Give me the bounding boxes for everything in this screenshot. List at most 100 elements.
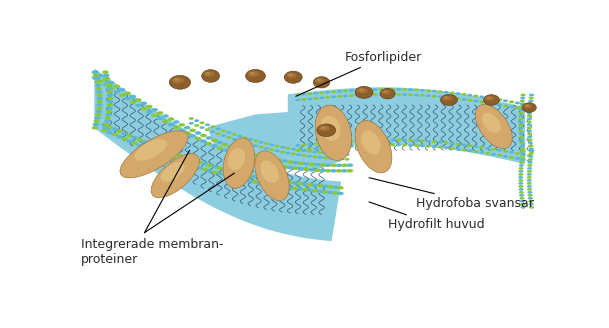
Circle shape xyxy=(426,94,431,97)
Circle shape xyxy=(509,156,514,159)
Circle shape xyxy=(529,206,534,209)
Circle shape xyxy=(449,142,455,145)
Circle shape xyxy=(221,134,226,137)
Circle shape xyxy=(456,92,460,95)
Circle shape xyxy=(518,170,524,173)
Circle shape xyxy=(298,167,304,171)
Circle shape xyxy=(106,125,113,129)
Circle shape xyxy=(281,165,288,168)
Circle shape xyxy=(408,139,414,142)
Circle shape xyxy=(449,92,455,94)
Circle shape xyxy=(414,144,419,147)
Circle shape xyxy=(527,106,533,108)
Circle shape xyxy=(121,137,128,141)
Text: Fosforlipider: Fosforlipider xyxy=(296,51,423,96)
Circle shape xyxy=(467,144,473,147)
Circle shape xyxy=(116,130,123,133)
Circle shape xyxy=(509,106,514,108)
Circle shape xyxy=(167,123,174,126)
Circle shape xyxy=(157,146,163,150)
Ellipse shape xyxy=(161,162,185,182)
Circle shape xyxy=(242,173,248,176)
Circle shape xyxy=(162,114,169,118)
Circle shape xyxy=(307,148,312,151)
Circle shape xyxy=(515,101,520,104)
Circle shape xyxy=(527,167,532,170)
Circle shape xyxy=(349,89,354,92)
Circle shape xyxy=(307,150,312,153)
Circle shape xyxy=(396,144,401,146)
Circle shape xyxy=(186,157,193,161)
Ellipse shape xyxy=(172,77,184,83)
Circle shape xyxy=(301,149,306,151)
Circle shape xyxy=(341,164,348,167)
Circle shape xyxy=(302,182,309,186)
Circle shape xyxy=(518,133,524,135)
Circle shape xyxy=(92,71,98,74)
Circle shape xyxy=(420,89,425,92)
Circle shape xyxy=(255,159,261,162)
Circle shape xyxy=(270,163,277,166)
Circle shape xyxy=(105,84,112,87)
Circle shape xyxy=(233,153,239,156)
Circle shape xyxy=(135,98,142,102)
Circle shape xyxy=(287,186,294,190)
Circle shape xyxy=(93,123,99,126)
Circle shape xyxy=(186,163,193,166)
Circle shape xyxy=(322,190,329,194)
Circle shape xyxy=(527,159,532,162)
Circle shape xyxy=(520,147,526,150)
Circle shape xyxy=(367,93,371,96)
Circle shape xyxy=(330,169,337,173)
Circle shape xyxy=(211,171,218,174)
Circle shape xyxy=(266,162,272,165)
Circle shape xyxy=(462,149,466,151)
Circle shape xyxy=(325,91,330,94)
Circle shape xyxy=(194,119,199,122)
Circle shape xyxy=(518,179,523,182)
Circle shape xyxy=(247,179,253,183)
Circle shape xyxy=(290,153,296,155)
Circle shape xyxy=(343,94,348,97)
Circle shape xyxy=(509,151,514,154)
Circle shape xyxy=(95,113,102,116)
Circle shape xyxy=(396,138,401,141)
Circle shape xyxy=(384,88,390,91)
Ellipse shape xyxy=(319,126,330,131)
Circle shape xyxy=(373,88,378,91)
Circle shape xyxy=(426,140,431,143)
Circle shape xyxy=(217,172,224,175)
Circle shape xyxy=(181,155,188,159)
Circle shape xyxy=(184,126,191,130)
Ellipse shape xyxy=(223,138,255,188)
Ellipse shape xyxy=(361,131,381,154)
Circle shape xyxy=(104,77,110,80)
Circle shape xyxy=(135,104,142,107)
Circle shape xyxy=(312,151,317,154)
Circle shape xyxy=(367,139,371,142)
Circle shape xyxy=(479,151,484,154)
Circle shape xyxy=(518,126,523,129)
Circle shape xyxy=(270,157,277,161)
Circle shape xyxy=(152,150,158,153)
Circle shape xyxy=(104,119,110,123)
Circle shape xyxy=(111,133,118,136)
Circle shape xyxy=(527,191,532,194)
Circle shape xyxy=(307,183,314,187)
Circle shape xyxy=(267,183,273,187)
Circle shape xyxy=(527,188,532,191)
Circle shape xyxy=(518,130,524,132)
Circle shape xyxy=(473,100,479,102)
Circle shape xyxy=(191,164,198,168)
Ellipse shape xyxy=(359,89,364,91)
Circle shape xyxy=(173,126,180,129)
Circle shape xyxy=(200,139,207,143)
Circle shape xyxy=(337,95,342,98)
Circle shape xyxy=(518,188,524,191)
Circle shape xyxy=(96,100,103,103)
Circle shape xyxy=(323,156,328,159)
Circle shape xyxy=(491,148,496,151)
Circle shape xyxy=(221,129,226,132)
Circle shape xyxy=(96,96,103,100)
Ellipse shape xyxy=(484,95,499,105)
